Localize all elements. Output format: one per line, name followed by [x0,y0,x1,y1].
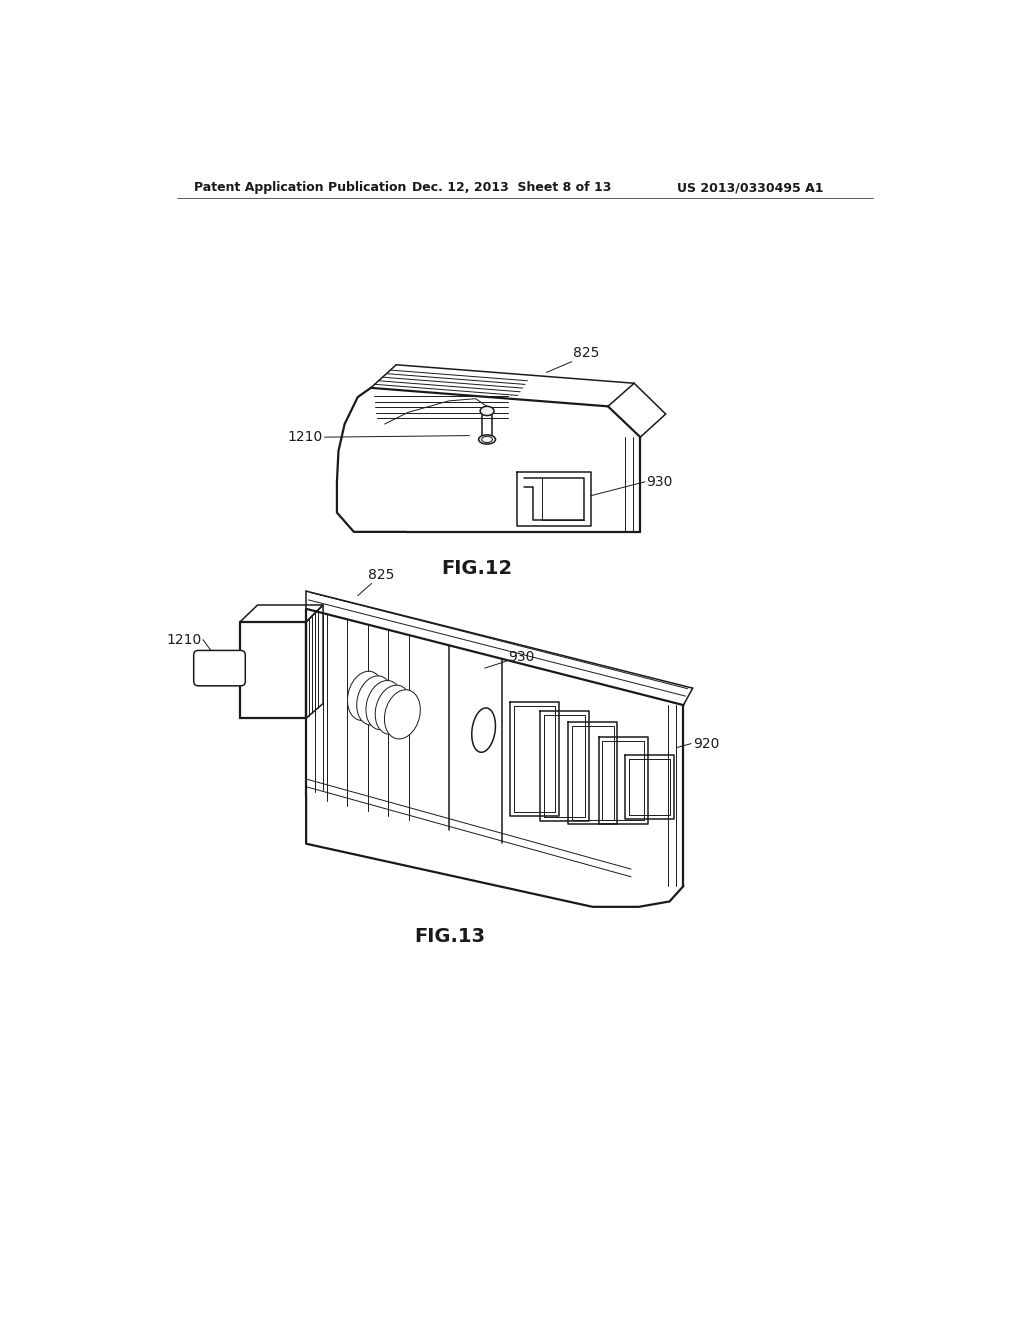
Text: FIG.12: FIG.12 [441,558,513,578]
Ellipse shape [478,434,496,444]
Ellipse shape [347,672,383,721]
Ellipse shape [480,407,494,416]
Text: 825: 825 [368,568,394,582]
Ellipse shape [472,708,496,752]
Ellipse shape [384,690,420,739]
Text: FIG.13: FIG.13 [415,927,485,946]
Text: 920: 920 [692,737,719,751]
Text: 930: 930 [508,651,535,664]
Text: Dec. 12, 2013  Sheet 8 of 13: Dec. 12, 2013 Sheet 8 of 13 [412,181,611,194]
FancyBboxPatch shape [194,651,246,686]
Text: 1210: 1210 [288,430,323,444]
Text: 1210: 1210 [166,632,202,647]
Text: US 2013/0330495 A1: US 2013/0330495 A1 [677,181,823,194]
Text: Patent Application Publication: Patent Application Publication [194,181,407,194]
Text: 930: 930 [646,475,673,488]
Text: 825: 825 [573,346,600,360]
Ellipse shape [375,685,411,734]
Ellipse shape [356,676,392,725]
Ellipse shape [481,437,493,442]
Ellipse shape [366,681,401,730]
